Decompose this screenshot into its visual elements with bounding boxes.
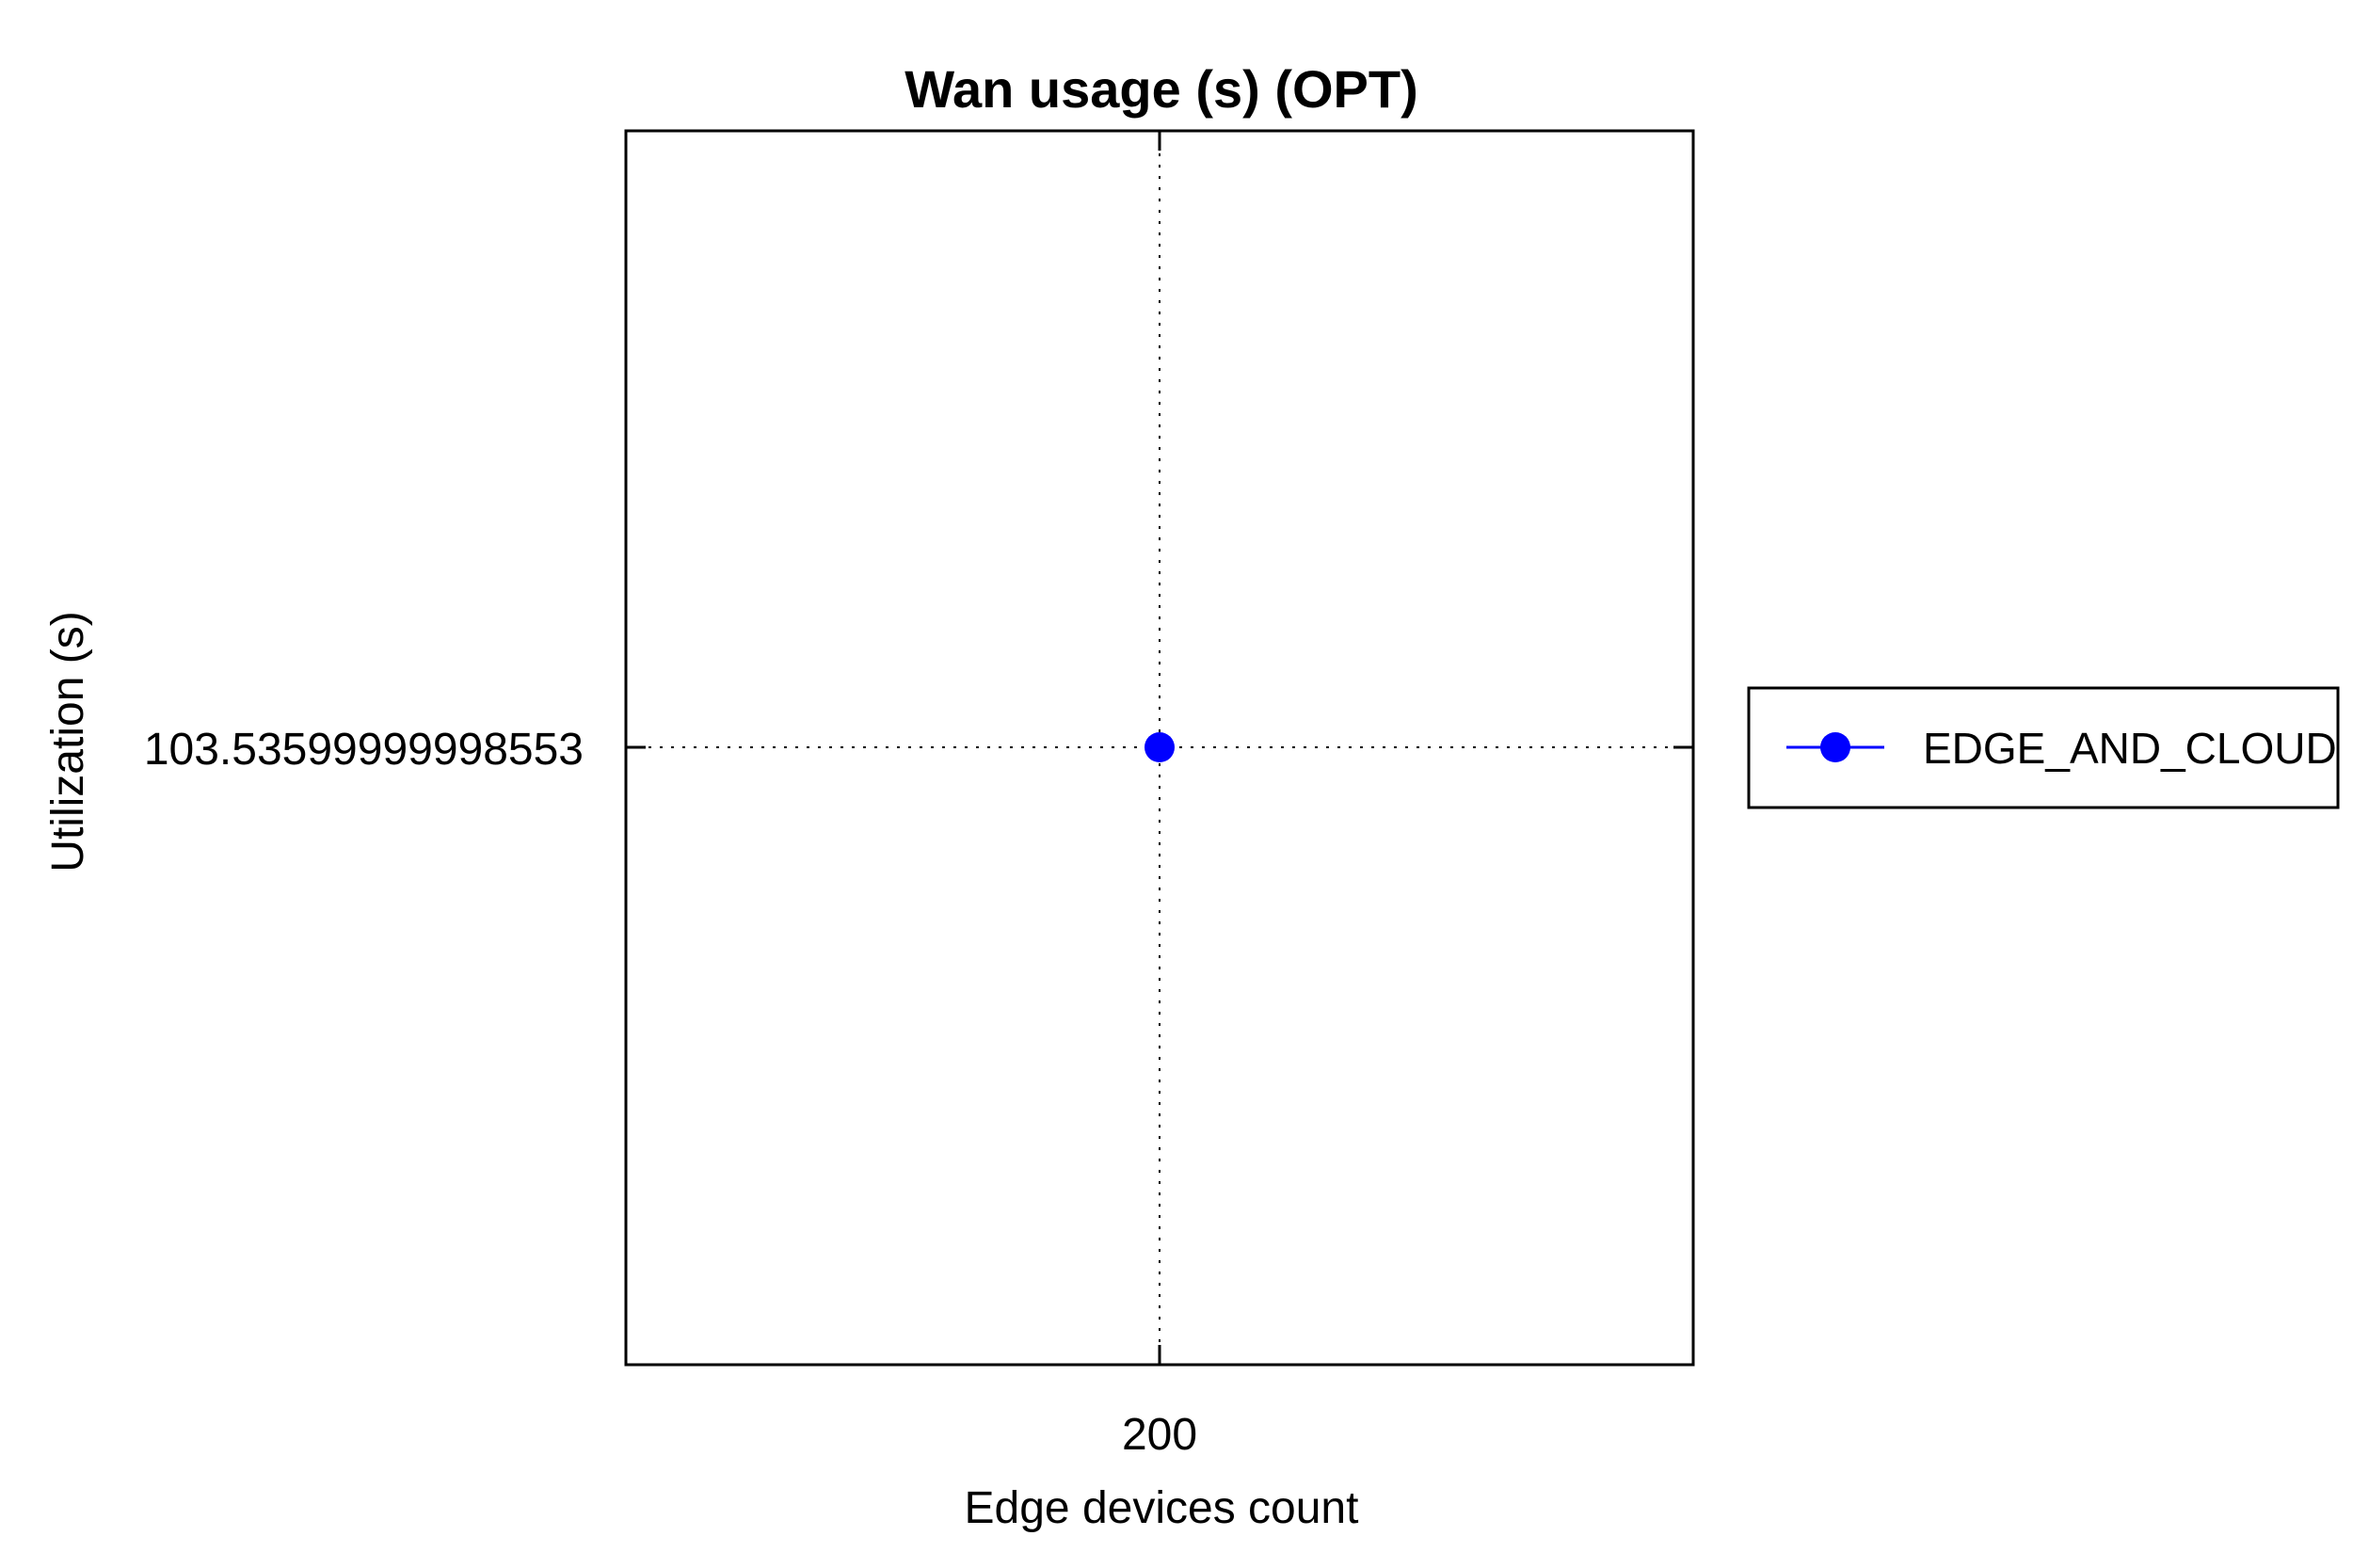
legend: EDGE_AND_CLOUD [1747, 686, 2340, 809]
data-point [1144, 732, 1175, 762]
legend-label: EDGE_AND_CLOUD [1923, 724, 2337, 773]
y-axis-label: Utilization (s) [43, 611, 93, 872]
y-tick-label: 103.53599999998553 [144, 725, 584, 775]
chart-title: Wan usage (s) (OPT) [904, 59, 1418, 119]
x-tick-label: 200 [1122, 1410, 1197, 1460]
plot-frame [624, 129, 1695, 1367]
series-layer [1144, 732, 1175, 762]
x-axis-label: Edge devices count [965, 1483, 1359, 1533]
legend-marker [1820, 732, 1850, 762]
